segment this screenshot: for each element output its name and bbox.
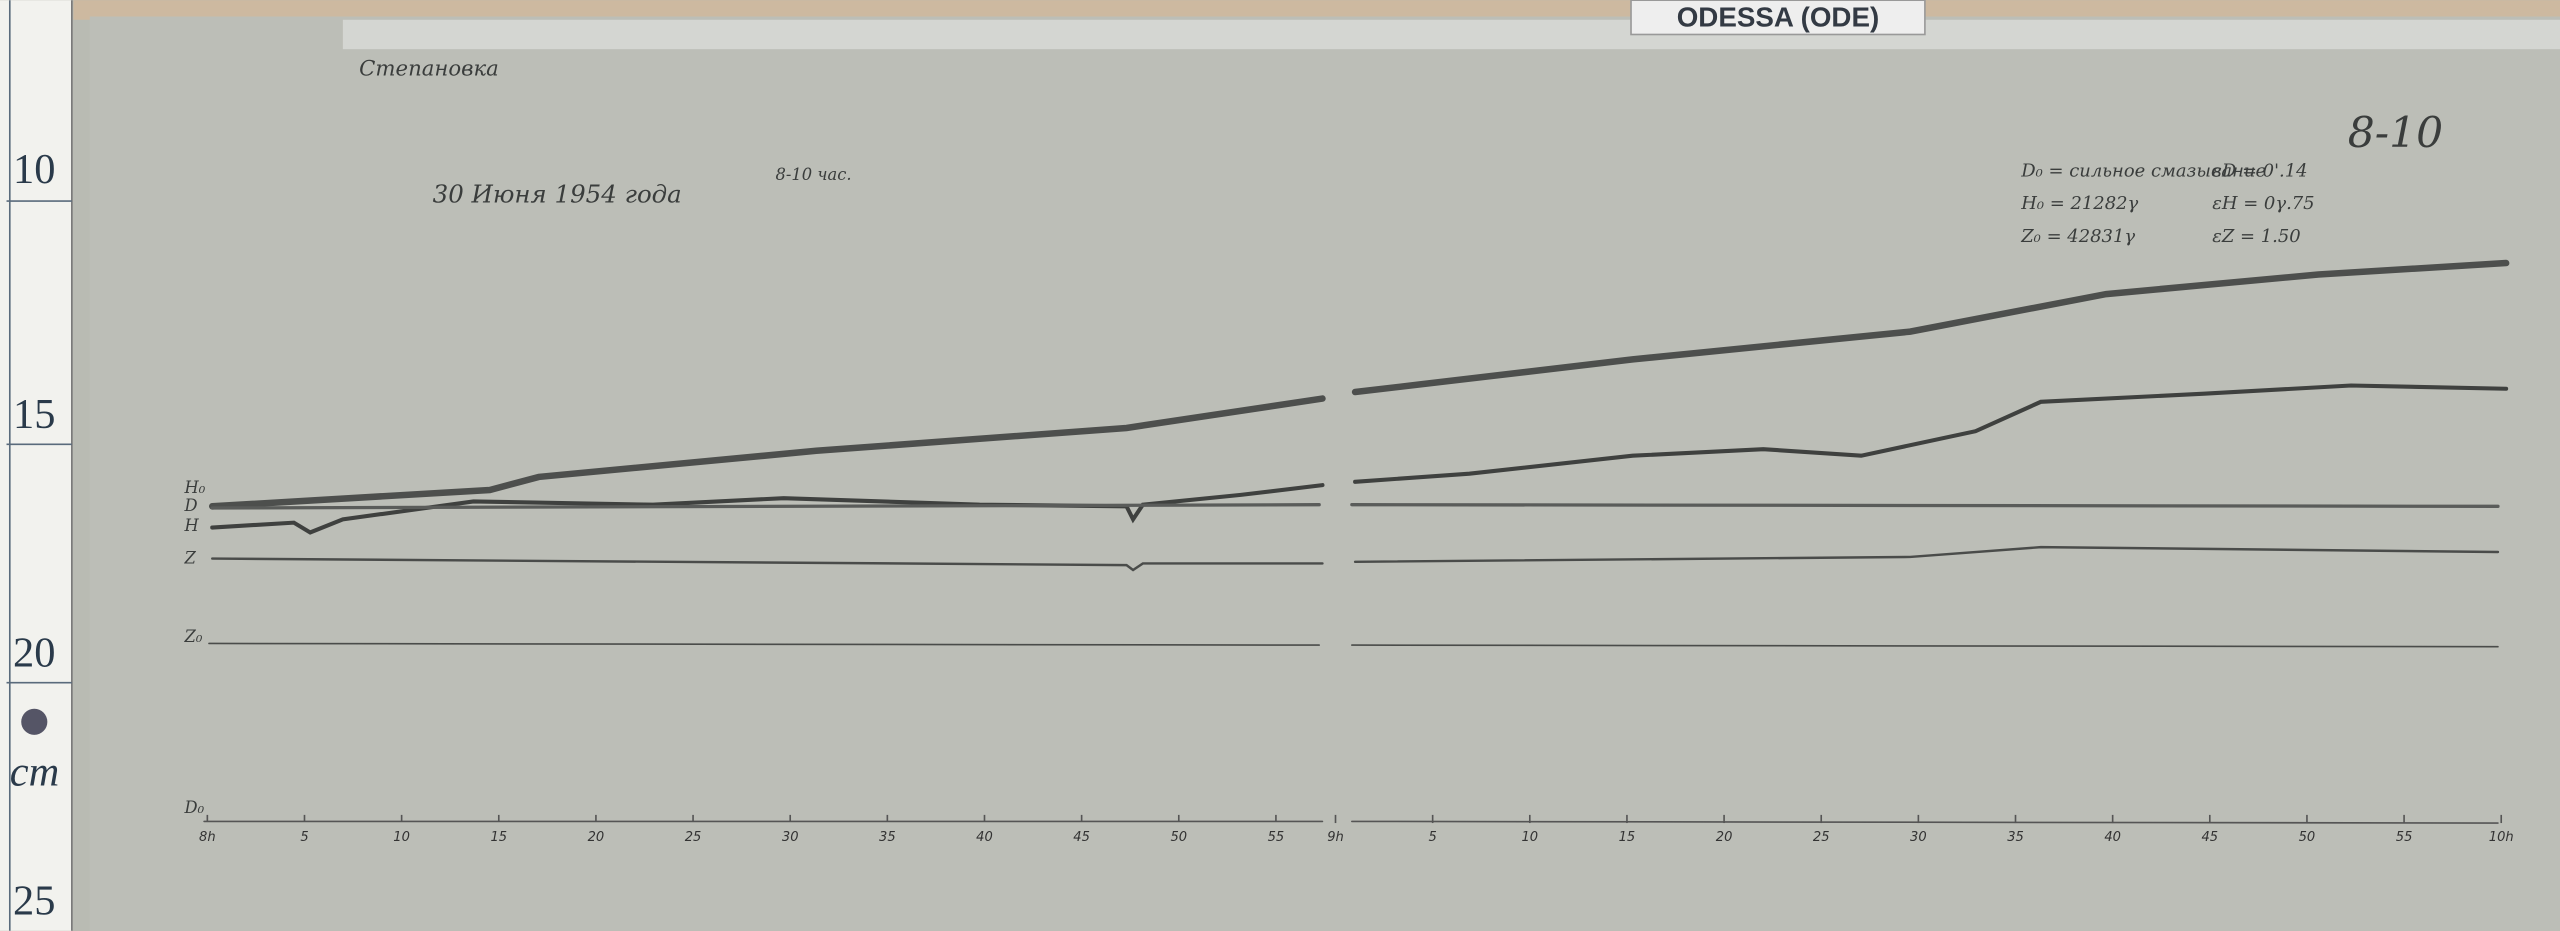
corner-note: 8-10 — [2348, 109, 2443, 158]
time-tick-label: 5 — [300, 830, 308, 845]
trace-z — [211, 545, 2500, 572]
time-tick-label: 40 — [2104, 830, 2121, 845]
time-tick-label: 30 — [1910, 830, 1927, 845]
time-tick-label: 8h — [199, 830, 216, 845]
parameter-base: Z₀ = 42831γ — [2020, 226, 2135, 247]
time-tick-label: 5 — [1428, 830, 1436, 845]
time-tick-label: 35 — [879, 830, 896, 845]
time-tick-label: 55 — [2396, 830, 2413, 845]
ruler-mark: 15 — [13, 391, 55, 438]
trace-label: Z — [183, 548, 196, 567]
trace-label: Z₀ — [183, 627, 202, 646]
trace-h — [1353, 383, 2509, 484]
time-tick-label: 20 — [588, 830, 605, 845]
time-tick-label: 25 — [1813, 830, 1830, 845]
hours: 8-10 час. — [776, 165, 852, 184]
ruler-mark: 20 — [13, 629, 55, 676]
time-tick-label: 30 — [782, 830, 799, 845]
parameter-scale: εZ = 1.50 — [2212, 226, 2300, 247]
time-tick-label: 50 — [2299, 830, 2316, 845]
date: 30 Июня 1954 года — [433, 180, 682, 209]
time-tick-label: 10 — [1521, 830, 1538, 845]
time-tick-label: 55 — [1268, 830, 1285, 845]
ruler-unit: cm — [10, 749, 59, 796]
trace-label: D₀ — [183, 798, 204, 817]
trace-label: H₀ — [183, 478, 205, 497]
time-tick-label: 9h — [1327, 830, 1344, 845]
baseline-h0 — [210, 503, 2500, 510]
label-box — [1630, 0, 1926, 36]
time-tick-label: 10 — [393, 830, 410, 845]
time-tick-label: 15 — [1619, 830, 1636, 845]
parameter-base: D₀ = сильное смазывание — [2020, 161, 2266, 182]
parameter-scale: εH = 0γ.75 — [2212, 193, 2314, 214]
time-tick-label: 15 — [490, 830, 507, 845]
time-tick-label: 25 — [685, 830, 702, 845]
ruler-mark: 25 — [13, 877, 55, 924]
parameter-scale: εD = 0'.14 — [2212, 161, 2307, 182]
trace-label: D — [183, 496, 197, 515]
sheet-top-strip — [342, 19, 2560, 50]
sheet — [89, 16, 2560, 931]
table-edge — [73, 0, 2560, 20]
parameter-base: H₀ = 21282γ — [2020, 193, 2138, 214]
ruler-mark: 10 — [13, 146, 55, 193]
baseline-z0 — [208, 642, 2499, 648]
ruler-pin — [21, 708, 48, 735]
time-tick-label: 50 — [1170, 830, 1187, 845]
station-handwritten: Степановка — [359, 56, 499, 81]
trace-d — [208, 395, 1326, 510]
time-tick-label: 45 — [2201, 830, 2218, 845]
time-tick-label: 10h — [2489, 830, 2514, 845]
time-tick-label: 35 — [2007, 830, 2024, 845]
trace-d — [1351, 259, 2510, 396]
time-tick-label: 45 — [1073, 830, 1090, 845]
time-ticks: 8h 5 10 15 20 25 30 35 40 45 50 55 9h 5 10 15 20 25 30 35 40… — [199, 814, 2514, 845]
ruler-ticks — [6, 0, 72, 931]
trace-label: H — [183, 516, 199, 535]
time-tick-label: 40 — [976, 830, 993, 845]
ruler-strip — [0, 0, 72, 931]
time-tick-label: 20 — [1716, 830, 1733, 845]
station-label: ODESSA (ODE) — [1677, 1, 1880, 32]
